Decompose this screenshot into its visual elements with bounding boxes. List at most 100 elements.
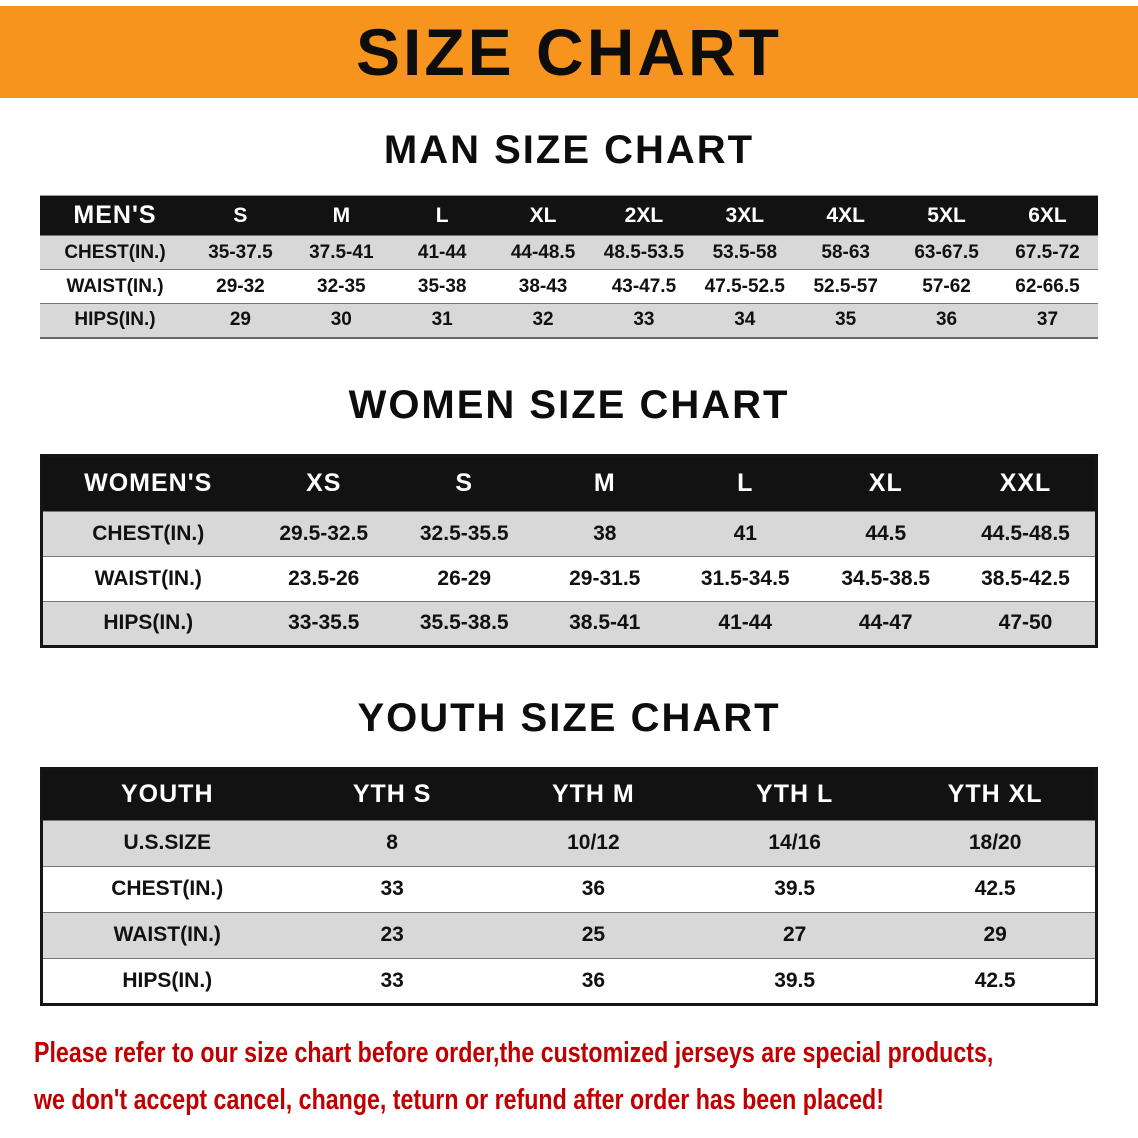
measurement-value: 36 xyxy=(492,957,694,1004)
measurement-row: WAIST(IN.) 23 25 27 29 xyxy=(41,911,1097,958)
measurement-value: 39.5 xyxy=(694,865,896,912)
youth-table-body: U.S.SIZE 8 10/12 14/16 18/20 CHEST(IN.) 33 36 39… xyxy=(41,819,1097,1004)
measurement-value: 10/12 xyxy=(492,819,694,866)
size-column-header: 6XL xyxy=(997,195,1098,236)
measurement-value: 31 xyxy=(391,303,493,338)
size-column-header: XL xyxy=(492,195,594,236)
measurement-value: 23 xyxy=(291,911,493,958)
measurement-row: WAIST(IN.) 23.5-26 26-29 29-31.5 31.5-34.5 34… xyxy=(41,555,1097,601)
measurement-value: 27 xyxy=(694,911,896,958)
size-column-header: L xyxy=(675,455,816,511)
measurement-value: 43-47.5 xyxy=(593,269,695,304)
measurement-value: 52.5-57 xyxy=(795,269,897,304)
size-column-header: L xyxy=(391,195,493,236)
measurement-value: 47.5-52.5 xyxy=(694,269,796,304)
measurement-value: 41-44 xyxy=(391,235,493,270)
measurement-label: WAIST(IN.) xyxy=(41,555,254,601)
measurement-value: 41 xyxy=(675,510,816,556)
size-column-header: M xyxy=(290,195,392,236)
measurement-label: CHEST(IN.) xyxy=(41,510,254,556)
measurement-value: 29 xyxy=(895,911,1097,958)
measurement-value: 41-44 xyxy=(675,600,816,646)
measurement-value: 58-63 xyxy=(795,235,897,270)
size-column-header: S xyxy=(394,455,535,511)
measurement-label: CHEST(IN.) xyxy=(41,865,292,912)
measurement-label: HIPS(IN.) xyxy=(40,303,190,338)
measurement-label: HIPS(IN.) xyxy=(41,600,254,646)
youth-size-chart-section: YOUTH SIZE CHART YOUTH YTH S YTH M YTH L YTH… xyxy=(0,696,1138,1006)
measurement-label: HIPS(IN.) xyxy=(41,957,292,1004)
measurement-value: 32-35 xyxy=(290,269,392,304)
men-size-table: MEN'S S M L XL 2XL 3XL 4XL 5XL 6XL CHEST(IN.) 35-3… xyxy=(40,195,1098,339)
youth-size-table: YOUTH YTH S YTH M YTH L YTH XL U.S.SIZE 8 10/1… xyxy=(40,766,1098,1006)
measurement-value: 14/16 xyxy=(694,819,896,866)
measurement-value: 32 xyxy=(492,303,594,338)
table-corner-label: YOUTH xyxy=(41,768,292,820)
size-column-header: XS xyxy=(253,455,394,511)
size-column-header: M xyxy=(534,455,675,511)
measurement-value: 48.5-53.5 xyxy=(593,235,695,270)
header-row: MEN'S S M L XL 2XL 3XL 4XL 5XL 6XL xyxy=(40,195,1098,236)
size-chart-banner: SIZE CHART xyxy=(0,6,1138,98)
measurement-value: 33 xyxy=(593,303,695,338)
measurement-value: 29 xyxy=(190,303,291,338)
measurement-value: 38.5-41 xyxy=(534,600,675,646)
measurement-value: 42.5 xyxy=(895,957,1097,1004)
measurement-value: 47-50 xyxy=(956,600,1097,646)
measurement-value: 35-38 xyxy=(391,269,493,304)
size-column-header: XXL xyxy=(956,455,1097,511)
measurement-value: 33 xyxy=(291,865,493,912)
women-size-chart-section: WOMEN SIZE CHART WOMEN'S XS S M L XL XXL CHEST… xyxy=(0,383,1138,648)
measurement-value: 35.5-38.5 xyxy=(394,600,535,646)
size-chart-title: SIZE CHART xyxy=(356,15,782,89)
size-column-header: S xyxy=(190,195,291,236)
measurement-value: 29-31.5 xyxy=(534,555,675,601)
measurement-value: 25 xyxy=(492,911,694,958)
youth-chart-heading: YOUTH SIZE CHART xyxy=(357,695,781,740)
measurement-row: CHEST(IN.) 29.5-32.5 32.5-35.5 38 41 44.5 44.5… xyxy=(41,510,1097,556)
measurement-value: 44-47 xyxy=(815,600,956,646)
measurement-value: 44.5-48.5 xyxy=(956,510,1097,556)
measurement-value: 36 xyxy=(896,303,997,338)
men-chart-heading: MAN SIZE CHART xyxy=(383,128,755,172)
measurement-value: 32.5-35.5 xyxy=(394,510,535,556)
measurement-row: CHEST(IN.) 33 36 39.5 42.5 xyxy=(41,865,1097,912)
measurement-value: 23.5-26 xyxy=(253,555,394,601)
measurement-value: 44-48.5 xyxy=(492,235,594,270)
measurement-value: 35-37.5 xyxy=(190,235,291,270)
measurement-row: WAIST(IN.) 29-32 32-35 35-38 38-43 43-47.5 47.… xyxy=(40,269,1098,304)
measurement-value: 33-35.5 xyxy=(253,600,394,646)
size-column-header: YTH M xyxy=(492,768,694,820)
measurement-row: HIPS(IN.) 29 30 31 32 33 34 35 36 37 xyxy=(40,303,1098,338)
measurement-value: 39.5 xyxy=(694,957,896,1004)
size-column-header: 2XL xyxy=(593,195,695,236)
size-column-header: 3XL xyxy=(694,195,796,236)
size-column-header: YTH L xyxy=(694,768,896,820)
measurement-value: 38-43 xyxy=(492,269,594,304)
size-column-header: YTH S xyxy=(291,768,493,820)
disclaimer-line: we don't accept cancel, change, teturn o… xyxy=(34,1083,884,1116)
measurement-value: 38 xyxy=(534,510,675,556)
women-chart-heading: WOMEN SIZE CHART xyxy=(348,382,790,427)
header-row: YOUTH YTH S YTH M YTH L YTH XL xyxy=(41,768,1097,820)
men-table-header: MEN'S S M L XL 2XL 3XL 4XL 5XL 6XL xyxy=(40,195,1098,236)
measurement-value: 29-32 xyxy=(190,269,291,304)
disclaimer-line: Please refer to our size chart before or… xyxy=(34,1036,994,1069)
measurement-row: HIPS(IN.) 33 36 39.5 42.5 xyxy=(41,957,1097,1004)
measurement-value: 33 xyxy=(291,957,493,1004)
measurement-label: U.S.SIZE xyxy=(41,819,292,866)
disclaimer: Please refer to our size chart before or… xyxy=(34,1030,1138,1124)
women-table-header: WOMEN'S XS S M L XL XXL xyxy=(41,455,1097,511)
measurement-value: 30 xyxy=(290,303,392,338)
measurement-value: 63-67.5 xyxy=(896,235,997,270)
youth-table-header: YOUTH YTH S YTH M YTH L YTH XL xyxy=(41,768,1097,820)
measurement-row: HIPS(IN.) 33-35.5 35.5-38.5 38.5-41 41-44 44-… xyxy=(41,600,1097,646)
measurement-value: 44.5 xyxy=(815,510,956,556)
women-table-body: CHEST(IN.) 29.5-32.5 32.5-35.5 38 41 44.5 44.5… xyxy=(41,510,1097,646)
measurement-value: 67.5-72 xyxy=(997,235,1098,270)
measurement-label: WAIST(IN.) xyxy=(40,269,190,304)
measurement-value: 34.5-38.5 xyxy=(815,555,956,601)
table-corner-label: WOMEN'S xyxy=(41,455,254,511)
measurement-value: 53.5-58 xyxy=(694,235,796,270)
measurement-value: 37 xyxy=(997,303,1098,338)
